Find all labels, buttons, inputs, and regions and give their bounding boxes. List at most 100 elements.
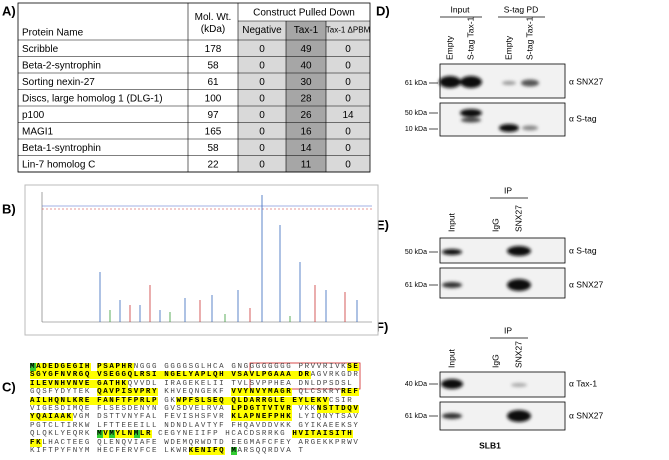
residues: KENIFQ <box>188 447 226 456</box>
cell: 0 <box>345 126 351 137</box>
marker-label: 61 kDa <box>405 80 427 87</box>
cell: 100 <box>205 93 222 104</box>
residues: VVYNVYMAGR <box>231 388 293 397</box>
residues: VIGESDIMQE FLSESDENYN GVSDVELRVA <box>30 405 232 414</box>
column-shade <box>238 21 286 172</box>
panel-label: C) <box>2 379 16 394</box>
residues: LR <box>139 430 153 439</box>
cell: p100 <box>22 110 45 121</box>
column-header: Tax-1 ΔPBM <box>326 26 371 35</box>
residues: M <box>109 430 116 439</box>
residues: QLCSKRY <box>292 388 342 397</box>
residues: GQSFYDYTEK <box>30 388 98 397</box>
sequence-line: MADEDGEGIH PSAPHRNGGG GGGGSGLHCA GNGGGGG… <box>30 363 360 371</box>
residues: LHACTEEG QLENQVIAFE WDEMQRWDTD EEGMAFCFE… <box>42 438 360 447</box>
cell: 0 <box>259 143 265 154</box>
sequence-line: GQSFYDYTEK QAVPISVPRY KHVEQNGEKF VVYNVYM… <box>30 388 360 397</box>
marker-label: 10 kDa <box>405 126 427 133</box>
cell: 11 <box>301 159 312 170</box>
blot-e: IP Input IgG SNX27 50 kDa 61 kDa α S-tag… <box>405 185 603 299</box>
cell: Discs, large homolog 1 (DLG-1) <box>22 93 163 104</box>
residues: KHVEQNGEKF <box>158 388 232 397</box>
column-header: Negative <box>242 25 282 36</box>
residues: QAVPISVPRY <box>97 388 159 397</box>
panel-label: F) <box>376 319 388 334</box>
lane-label: Input <box>446 212 456 232</box>
cell: 97 <box>207 110 219 121</box>
column-shade <box>326 21 370 172</box>
residues: V <box>103 430 110 439</box>
residues: M <box>30 363 37 371</box>
lane-label: IgG <box>490 218 500 232</box>
header: Protein Name <box>22 28 84 39</box>
residues: QVVDL IRAGEKELII TVLSVPPHEA DNLDPSDSL <box>127 379 354 388</box>
residues: VKK <box>292 405 317 414</box>
group-label: S-tag PD <box>504 4 539 14</box>
residues: CEGYNEIIFP HCACDSRRKG <box>152 430 293 439</box>
sequence-line: SGYGFNVRGQ VSEGGQLRSI NGELYAPLQH VSAVLPG… <box>30 371 360 380</box>
blot-f: IP Input IgG SNX27 40 kDa 61 kDa α Tax-1… <box>405 325 604 450</box>
cell: 49 <box>300 44 312 55</box>
residues: CSIR <box>328 396 354 405</box>
cell: Sorting nexin-27 <box>22 77 95 88</box>
panel-label: B) <box>2 201 16 216</box>
residues: ARSQQRDVA T <box>237 447 305 456</box>
group-label: IP <box>504 325 512 335</box>
cell: 61 <box>207 77 219 88</box>
cell: 0 <box>345 159 351 170</box>
cell: 22 <box>207 159 219 170</box>
residues: KLAPNEFPHK <box>231 413 293 422</box>
residues: PSAPHR <box>97 363 134 371</box>
antibody-label: α SNX27 <box>569 410 603 420</box>
lane-label: Empty <box>444 35 454 60</box>
residues: M <box>133 430 140 439</box>
cell: 165 <box>205 126 222 137</box>
residues: LPDGTTVTVR <box>231 405 293 414</box>
sequence-line: QLQKLYEQRK MVMYLNMLR CEGYNEIIFP HCACDSRR… <box>30 430 359 439</box>
panel-label: E) <box>376 217 389 232</box>
cell: 0 <box>259 44 265 55</box>
residues: AGVRKGDR <box>310 371 360 380</box>
column-header: Tax-1 <box>294 25 319 36</box>
sequence-line: FKLHACTEEG QLENQVIAFE WDEMQRWDTD EEGMAFC… <box>30 438 360 447</box>
column-shade <box>286 21 326 172</box>
lane-label: S-tag Tax-1 <box>524 16 534 60</box>
residues: FK <box>30 438 43 447</box>
residues: YLN <box>115 430 134 439</box>
antibody-label: α Tax-1 <box>569 378 597 388</box>
cell: 0 <box>259 110 265 121</box>
cell: 0 <box>345 143 351 154</box>
cell: 0 <box>259 93 265 104</box>
panel-label: A) <box>2 3 16 18</box>
marker-label: 40 kDa <box>405 381 427 388</box>
spectrum <box>24 184 379 336</box>
group-header: Construct Pulled Down <box>253 8 355 19</box>
lane-label: IgG <box>490 354 500 368</box>
residues: M <box>231 447 238 456</box>
sequence-line: KIFTPYFNYM HECFERVFCE LKWRKENIFQ MARSQQR… <box>30 447 359 456</box>
cell: 58 <box>207 60 219 71</box>
residues: NSTTDQV <box>316 405 360 414</box>
residues: SE <box>347 363 360 371</box>
cell: 178 <box>205 44 222 55</box>
marker-label: 61 kDa <box>405 282 427 289</box>
sequence-line: AILHQNLKRE FANFTFPRLP GKWPFSLSEQ QLDARRG… <box>30 396 359 405</box>
cell: 0 <box>259 77 265 88</box>
cell: 0 <box>259 126 265 137</box>
residues: WPFSLSEQ QLDARRGLE EYLEKV <box>176 396 329 405</box>
cell: 14 <box>342 110 354 121</box>
residues: QLQKLYEQRK <box>30 430 98 439</box>
sequence-line: ILEVNHVNVE GATHKQVVDL IRAGEKELII TVLSVPP… <box>30 379 359 388</box>
sequence: MADEDGEGIH PSAPHRNGGG GGGGSGLHCA GNGGGGG… <box>30 363 360 456</box>
cell: 0 <box>259 60 265 71</box>
lane-label: Input <box>446 348 456 368</box>
cell: Beta-2-syntrophin <box>22 60 101 71</box>
cell: MAGI1 <box>22 126 54 137</box>
panel-label: D) <box>376 3 390 18</box>
sequence-line: YQAIAAKVGM DSTTVNYFAL FEVISHSFVR KLAPNEF… <box>30 413 359 422</box>
residues: NGGG GGGGSGLHCA GNGGGGGGGG PRVVRIVK <box>133 363 348 371</box>
residues: GK <box>158 396 177 405</box>
sequence-line: PGTCLTIRKW LFTTEEEILL NDNDLAVTYF FHQAVDD… <box>30 422 359 430</box>
